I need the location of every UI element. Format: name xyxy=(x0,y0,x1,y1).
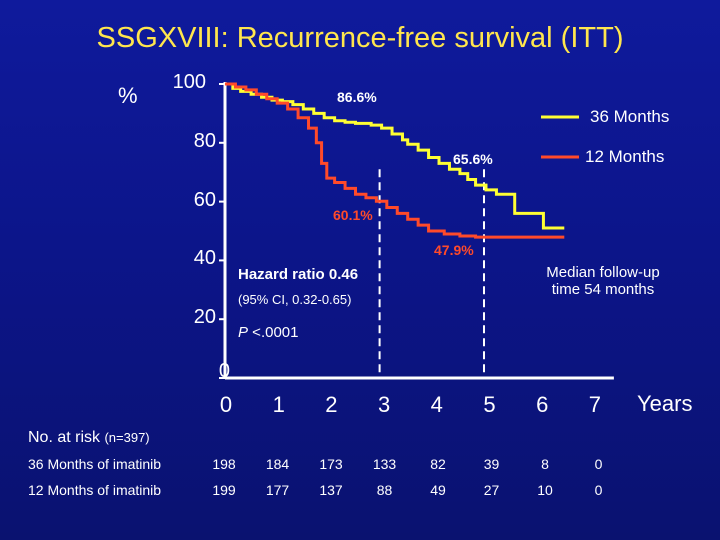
reference-lines xyxy=(378,169,485,378)
median-followup-line-1: Median follow-up xyxy=(546,264,660,281)
risk-cell: 133 xyxy=(372,456,397,472)
risk-table-heading: No. at risk (n=397) xyxy=(28,429,150,447)
x-tick-label: 6 xyxy=(536,392,549,417)
x-tick-label: 2 xyxy=(325,392,338,417)
risk-cell: 39 xyxy=(483,456,500,472)
confidence-interval: (95% CI, 0.32-0.65) xyxy=(238,292,352,307)
label-60-1: 60.1% xyxy=(333,207,373,223)
chart-axes xyxy=(219,82,614,380)
y-axis-unit: % xyxy=(118,83,138,108)
median-followup: Median follow-up time 54 months xyxy=(528,264,678,298)
hazard-ratio: Hazard ratio 0.46 xyxy=(238,266,359,283)
risk-cell: 173 xyxy=(319,456,343,472)
x-tick-label: 0 xyxy=(219,392,233,417)
label-47-9: 47.9% xyxy=(434,242,474,258)
risk-cell: 177 xyxy=(265,482,290,498)
legend-label-36-months: 36 Months xyxy=(590,107,670,126)
x-tick-label: 5 xyxy=(483,392,496,417)
y-tick-label: 60 xyxy=(193,188,216,211)
risk-row-label: 36 Months of imatinib xyxy=(28,456,162,472)
risk-cell: 49 xyxy=(430,482,446,498)
risk-cell: 0 xyxy=(594,482,603,498)
label-86-6: 86.6% xyxy=(337,89,377,105)
risk-cell: 137 xyxy=(319,482,343,498)
x-tick-label: 7 xyxy=(588,392,602,417)
x-tick-label: 3 xyxy=(377,392,391,417)
risk-cell: 198 xyxy=(212,456,236,472)
x-tick-label: 4 xyxy=(430,392,443,417)
survival-curves xyxy=(225,82,565,239)
y-tick-label: 20 xyxy=(193,306,216,329)
series-line-12-months xyxy=(225,82,565,239)
legend-label-12-months: 12 Months xyxy=(585,147,665,166)
risk-cell: 199 xyxy=(212,482,236,498)
chart-legend xyxy=(541,115,579,159)
x-tick-label: 1 xyxy=(272,392,285,417)
risk-cell: 8 xyxy=(541,456,549,472)
risk-heading-n: (n=397) xyxy=(104,430,150,445)
y-tick-label: 100 xyxy=(172,71,206,93)
p-value-number: <.0001 xyxy=(248,324,299,341)
risk-row-label: 12 Months of imatinib xyxy=(28,482,162,498)
risk-cell: 10 xyxy=(537,482,553,498)
risk-heading-text: No. at risk xyxy=(28,429,101,446)
label-65-6: 65.6% xyxy=(453,151,493,167)
p-value-symbol: P xyxy=(238,324,249,341)
x-axis-title: Years xyxy=(637,391,693,416)
risk-cell: 88 xyxy=(376,482,393,498)
y-tick-label: 40 xyxy=(193,247,216,270)
risk-cell: 0 xyxy=(594,456,603,472)
y-tick-label: 0 xyxy=(218,360,230,382)
slide-title: SSGXVIII: Recurrence-free survival (ITT) xyxy=(96,22,624,54)
risk-cell: 82 xyxy=(430,456,446,472)
p-value: P <.0001 xyxy=(238,324,298,341)
risk-cell: 184 xyxy=(265,456,290,472)
risk-cell: 27 xyxy=(483,482,500,498)
y-tick-label: 80 xyxy=(193,129,216,152)
median-followup-line-2: time 54 months xyxy=(551,281,655,298)
